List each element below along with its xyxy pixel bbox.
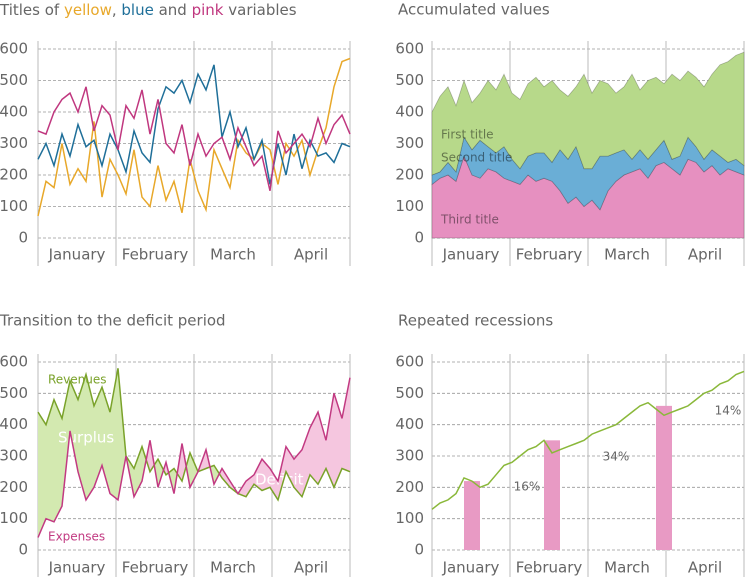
recession-bar — [464, 481, 480, 550]
x-tick-label: February — [516, 246, 583, 264]
series-label: Revenues — [48, 373, 107, 387]
x-tick-label: March — [210, 559, 256, 577]
y-tick-label: 200 — [395, 166, 424, 184]
x-tick-label: February — [516, 559, 583, 577]
y-tick-label: 600 — [395, 353, 424, 371]
y-tick-label: 400 — [395, 415, 424, 433]
line — [37, 377, 351, 538]
series-label: Expenses — [48, 530, 105, 544]
series-label: First title — [441, 128, 494, 142]
x-tick-label: April — [294, 559, 328, 577]
chart-title: Accumulated values — [398, 1, 550, 19]
y-tick-label: 100 — [395, 509, 424, 527]
y-tick-label: 300 — [395, 134, 424, 152]
title-part: and — [154, 1, 192, 19]
y-tick-label: 500 — [395, 384, 424, 402]
x-tick-label: January — [48, 559, 106, 577]
annotation: 14% — [715, 404, 742, 418]
y-tick-label: 500 — [0, 71, 28, 89]
line — [37, 86, 351, 191]
y-tick-label: 600 — [0, 40, 28, 58]
y-tick-label: 300 — [395, 447, 424, 465]
x-tick-label: March — [604, 559, 650, 577]
x-tick-label: January — [442, 559, 500, 577]
y-tick-label: 200 — [0, 166, 28, 184]
y-tick-label: 600 — [395, 40, 424, 58]
chart-title: Repeated recessions — [398, 312, 553, 330]
title-part: Titles of — [0, 1, 64, 19]
y-tick-label: 500 — [395, 71, 424, 89]
recession-bar — [544, 440, 560, 550]
title-part: yellow — [64, 1, 112, 19]
area — [431, 154, 745, 239]
y-tick-label: 300 — [0, 134, 28, 152]
y-tick-label: 400 — [0, 415, 28, 433]
x-tick-label: April — [294, 246, 328, 264]
x-tick-label: February — [122, 559, 189, 577]
y-tick-label: 300 — [0, 447, 28, 465]
chart-title: Titles of yellow, blue and pink variable… — [0, 1, 297, 19]
title-part: blue — [121, 1, 153, 19]
line — [37, 64, 351, 185]
x-tick-label: January — [442, 246, 500, 264]
y-tick-label: 400 — [0, 103, 28, 121]
series-label: Second title — [441, 151, 512, 165]
x-tick-label: February — [122, 246, 189, 264]
fill-label: Surplus — [58, 429, 114, 447]
y-tick-label: 0 — [414, 229, 424, 247]
fill-between — [38, 368, 350, 538]
annotation: 34% — [603, 450, 630, 464]
x-tick-label: April — [688, 246, 722, 264]
y-tick-label: 0 — [18, 229, 28, 247]
title-part: variables — [224, 1, 297, 19]
area — [431, 51, 745, 176]
line — [431, 370, 745, 510]
chart-title: Transition to the deficit period — [0, 312, 226, 330]
series-label: Third title — [440, 213, 499, 227]
title-part: , — [112, 1, 122, 19]
y-tick-label: 200 — [0, 478, 28, 496]
y-tick-label: 100 — [0, 197, 28, 215]
x-tick-label: April — [688, 559, 722, 577]
line — [37, 368, 351, 502]
title-part: pink — [192, 1, 224, 19]
y-tick-label: 600 — [0, 353, 28, 371]
annotation: 16% — [514, 480, 541, 494]
y-tick-label: 500 — [0, 384, 28, 402]
x-tick-label: January — [48, 246, 106, 264]
y-tick-label: 200 — [395, 478, 424, 496]
x-tick-label: March — [210, 246, 256, 264]
y-tick-label: 100 — [0, 509, 28, 527]
x-tick-label: March — [604, 246, 650, 264]
recession-bar — [656, 405, 672, 550]
y-tick-label: 0 — [414, 541, 424, 559]
y-tick-label: 0 — [18, 541, 28, 559]
y-tick-label: 400 — [395, 103, 424, 121]
y-tick-label: 100 — [395, 197, 424, 215]
